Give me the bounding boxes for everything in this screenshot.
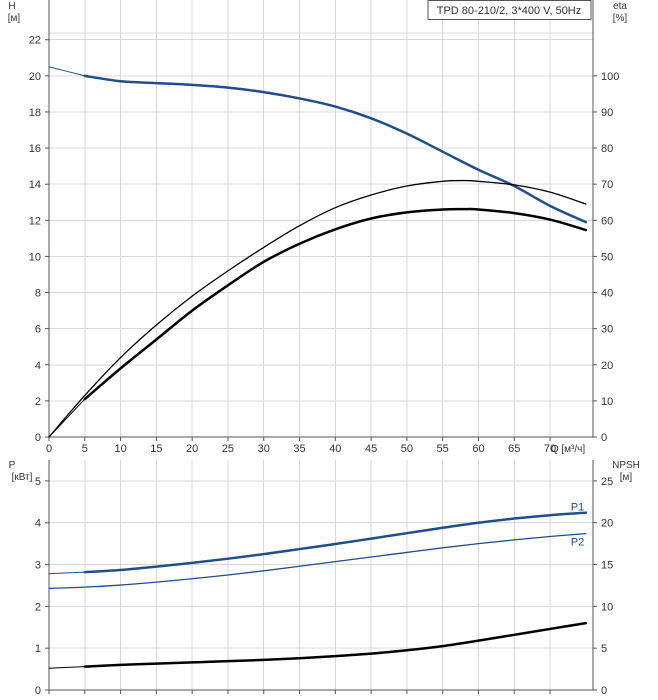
y-right-tick-label: 80 xyxy=(601,143,613,155)
chart-title: TPD 80-210/2, 3*400 V, 50Hz xyxy=(437,5,582,17)
series-line-p2 xyxy=(48,532,587,590)
x-tick-label: 50 xyxy=(401,443,413,455)
y-left-axis-unit: [м] xyxy=(8,13,21,24)
y-left-tick-label: 12 xyxy=(29,215,41,227)
y-left-tick-label: 2 xyxy=(35,601,41,613)
y-right-tick-label: 0 xyxy=(601,685,607,697)
y-right-axis-unit: [%] xyxy=(613,13,628,24)
chart-title-box xyxy=(427,0,592,20)
series-line-npsh xyxy=(83,621,588,668)
x-tick-label: 35 xyxy=(293,443,305,455)
x-tick-label: 60 xyxy=(472,443,484,455)
y-left-axis-unit: [кВт] xyxy=(12,472,33,483)
y-right-tick-label: 30 xyxy=(601,324,613,336)
y-left-tick-label: 18 xyxy=(29,107,41,119)
y-left-axis-title: P xyxy=(9,460,16,471)
series-label-p2: P2 xyxy=(571,537,584,549)
series-line-eta-total xyxy=(48,179,587,438)
y-right-tick-label: 10 xyxy=(601,601,613,613)
y-left-tick-label: 20 xyxy=(29,71,41,83)
y-left-tick-label: 22 xyxy=(29,35,41,47)
y-right-tick-label: 0 xyxy=(601,432,607,444)
head-efficiency-chart: 0246810121416182022010203040506070809010… xyxy=(8,0,628,455)
x-tick-label: 5 xyxy=(82,443,88,455)
y-right-tick-label: 100 xyxy=(601,71,619,83)
y-left-tick-label: 14 xyxy=(29,179,41,191)
x-tick-label: 45 xyxy=(365,443,377,455)
series-line-p1-ext xyxy=(48,571,86,575)
x-tick-label: 30 xyxy=(258,443,270,455)
x-tick-label: 55 xyxy=(437,443,449,455)
y-right-tick-label: 90 xyxy=(601,107,613,119)
y-left-tick-label: 2 xyxy=(35,396,41,408)
x-axis-label: Q [м³/ч] xyxy=(551,444,586,455)
x-tick-label: 70 xyxy=(544,443,556,455)
series-line-eta-thin-start xyxy=(48,398,86,438)
x-tick-label: 15 xyxy=(150,443,162,455)
y-left-tick-label: 8 xyxy=(35,288,41,300)
y-right-tick-label: 20 xyxy=(601,360,613,372)
x-tick-label: 40 xyxy=(329,443,341,455)
x-tick-label: 20 xyxy=(186,443,198,455)
series-line-head xyxy=(83,74,588,224)
series-line-npsh-ext xyxy=(48,666,86,669)
y-left-tick-label: 1 xyxy=(35,643,41,655)
y-left-tick-label: 5 xyxy=(35,476,41,488)
y-left-axis-title: H xyxy=(8,1,15,12)
power-npsh-chart: 0 1 2 3 4 5 0 5 10 15 20 25 P[кВт] NPSH[м] P1 P2 xyxy=(9,460,640,697)
y-right-axis-title: NPSH xyxy=(612,460,640,471)
y-right-tick-label: 10 xyxy=(601,396,613,408)
y-right-tick-label: 15 xyxy=(601,560,613,572)
y-left-tick-label: 6 xyxy=(35,324,41,336)
y-right-tick-label: 70 xyxy=(601,179,613,191)
y-right-tick-label: 60 xyxy=(601,215,613,227)
y-right-tick-label: 40 xyxy=(601,288,613,300)
y-right-tick-label: 5 xyxy=(601,643,607,655)
y-left-tick-label: 0 xyxy=(35,432,41,444)
y-right-axis-title: eta xyxy=(613,1,627,12)
y-right-tick-label: 25 xyxy=(601,476,613,488)
series-label-p1: P1 xyxy=(571,501,584,513)
y-left-tick-label: 10 xyxy=(29,251,41,263)
y-right-tick-label: 50 xyxy=(601,251,613,263)
y-left-tick-label: 3 xyxy=(35,560,41,572)
x-tick-label: 10 xyxy=(114,443,126,455)
y-left-tick-label: 4 xyxy=(35,518,41,530)
y-left-tick-label: 4 xyxy=(35,360,41,372)
x-tick-label: 0 xyxy=(46,443,52,455)
series-line-head-extrapolated xyxy=(48,66,86,77)
series-line-eta-pump xyxy=(83,207,588,401)
x-tick-label: 25 xyxy=(222,443,234,455)
y-right-axis-unit: [м] xyxy=(620,472,633,483)
y-left-tick-label: 16 xyxy=(29,143,41,155)
y-left-tick-label: 0 xyxy=(35,685,41,697)
y-right-tick-label: 20 xyxy=(601,518,613,530)
series-line-p1 xyxy=(83,511,588,574)
x-tick-label: 65 xyxy=(508,443,520,455)
